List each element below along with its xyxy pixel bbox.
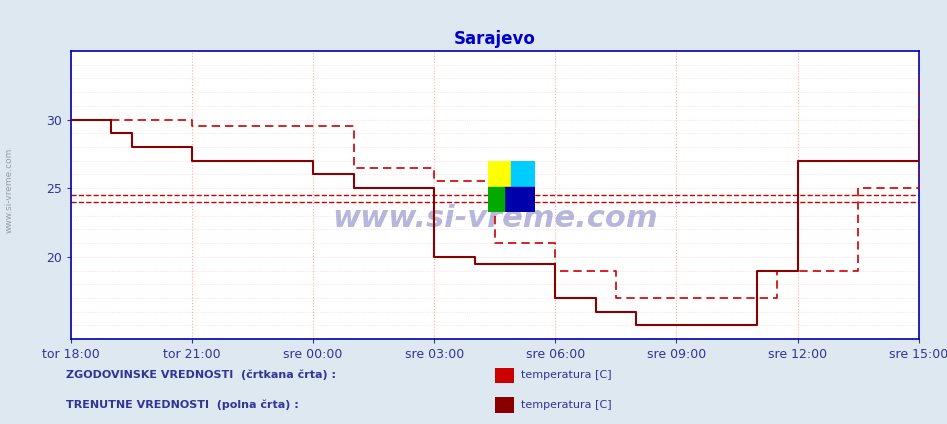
Bar bbox=[505, 187, 535, 212]
Text: temperatura [C]: temperatura [C] bbox=[521, 370, 612, 380]
Text: ZGODOVINSKE VREDNOSTI  (črtkana črta) :: ZGODOVINSKE VREDNOSTI (črtkana črta) : bbox=[66, 370, 336, 380]
Text: TRENUTNE VREDNOSTI  (polna črta) :: TRENUTNE VREDNOSTI (polna črta) : bbox=[66, 400, 299, 410]
Bar bbox=[488, 161, 511, 187]
Text: www.si-vreme.com: www.si-vreme.com bbox=[332, 204, 657, 233]
Bar bbox=[488, 187, 505, 212]
Bar bbox=[511, 161, 535, 187]
Title: Sarajevo: Sarajevo bbox=[454, 30, 536, 48]
Text: temperatura [C]: temperatura [C] bbox=[521, 400, 612, 410]
Text: www.si-vreme.com: www.si-vreme.com bbox=[5, 148, 14, 234]
